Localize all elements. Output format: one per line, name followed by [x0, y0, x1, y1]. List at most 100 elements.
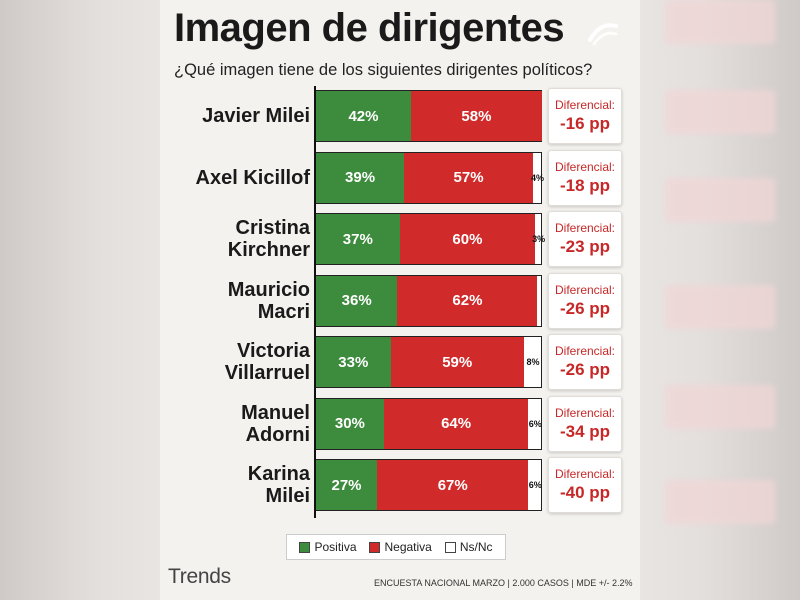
differential-label: Diferencial:: [554, 159, 616, 174]
bar-segment-pos: 37%: [316, 214, 400, 264]
chart-legend: Positiva Negativa Ns/Nc: [286, 534, 506, 560]
bar-value-label: 33%: [338, 353, 369, 371]
stacked-bar: 37% 60% 3%: [316, 213, 546, 265]
bar-segment-pos: 42%: [316, 91, 411, 141]
bar-value-label: 30%: [334, 415, 365, 432]
chart-subtitle: ¿Qué imagen tiene de los siguientes diri…: [174, 61, 593, 79]
bar-value-label: 27%: [331, 476, 362, 494]
backdrop-ghost-right-2: [665, 90, 775, 134]
bar-segment-ns: 6%: [528, 399, 542, 449]
differential-value: -16 pp: [559, 114, 611, 133]
legend-swatch-nsnc: [444, 541, 456, 553]
bar-segment-pos: 27%: [316, 460, 378, 510]
row-label: Karina Milei: [168, 463, 310, 507]
row-label-line: Milei: [265, 485, 310, 507]
backdrop-ghost-right-1: [665, 0, 775, 44]
bar-value-label: 3%: [532, 234, 546, 244]
bar-value-label: 8%: [526, 357, 540, 367]
differential-box: Diferencial: -26 pp: [548, 272, 622, 329]
bar-segment-neg: 59%: [390, 337, 524, 387]
legend-item-nsnc: Ns/Nc: [444, 540, 493, 554]
backdrop-ghost-left-1: [40, 88, 49, 127]
row-label: Cristina Kirchner: [168, 217, 310, 261]
row-label-line: Karina: [247, 463, 310, 485]
differential-box: Diferencial: -40 pp: [548, 457, 622, 513]
bar-segment-neg: 67%: [377, 460, 529, 510]
legend-label-positiva: Positiva: [314, 540, 357, 554]
row-label: Axel Kicillof: [168, 167, 310, 189]
row-label-line: Axel Kicillof: [195, 166, 310, 189]
row-label-line: Javier Milei: [202, 105, 310, 127]
backdrop-ghost-right-6: [665, 480, 775, 524]
bar-value-label: 67%: [437, 476, 468, 494]
row-label: Manuel Adorni: [168, 402, 310, 446]
differential-label: Diferencial:: [554, 98, 616, 112]
row-label-line: Victoria: [237, 340, 310, 362]
bar-segment-neg: 62%: [397, 275, 538, 326]
bar-value-label: 39%: [345, 169, 376, 186]
row-label-line: Kirchner: [227, 239, 310, 261]
bar-segment-neg: 60%: [399, 214, 536, 264]
legend-label-negativa: Negativa: [384, 540, 432, 554]
differential-box: Diferencial: -18 pp: [548, 149, 622, 206]
differential-value: -40 pp: [559, 483, 611, 502]
stacked-bar: 36% 62%: [316, 274, 542, 327]
legend-item-positiva: Positiva: [299, 540, 357, 554]
bar-segment-neg: 57%: [404, 152, 533, 203]
differential-value: -34 pp: [559, 421, 611, 441]
differential-value: -26 pp: [559, 298, 611, 318]
stacked-bar: 33% 59% 8%: [316, 336, 542, 388]
legend-swatch-negativa: [369, 541, 381, 553]
bar-value-label: 42%: [348, 107, 379, 125]
row-label-line: Cristina: [235, 217, 310, 239]
bar-value-label: 6%: [528, 418, 542, 429]
bar-value-label: 59%: [442, 353, 473, 371]
bar-segment-ns: 3%: [532, 214, 546, 264]
bar-value-label: 36%: [341, 292, 372, 309]
brand-swirl-icon: [588, 23, 618, 46]
legend-label-nsnc: Ns/Nc: [459, 540, 493, 554]
brand-logo-text: Trends: [168, 565, 231, 588]
bar-segment-pos: 30%: [316, 398, 384, 449]
legend-item-negativa: Negativa: [369, 540, 432, 554]
bar-segment-neg: 58%: [410, 91, 542, 141]
row-label: Mauricio Macri: [168, 279, 310, 323]
bar-value-label: 37%: [342, 230, 373, 248]
bar-value-label: 57%: [453, 169, 484, 186]
differential-box: Diferencial: -23 pp: [548, 211, 622, 267]
legend-swatch-positiva: [299, 541, 311, 553]
bar-value-label: 58%: [461, 107, 492, 125]
y-axis-line: [314, 86, 316, 518]
differential-label: Diferencial:: [554, 467, 616, 481]
bar-segment-pos: 33%: [316, 337, 391, 387]
row-label-line: Mauricio: [227, 278, 310, 301]
row-label-line: Manuel: [241, 401, 310, 424]
differential-value: -26 pp: [559, 360, 611, 379]
stacked-bar: 42% 58%: [316, 90, 542, 142]
bar-value-label: 6%: [528, 480, 542, 490]
stacked-bar: 30% 64% 6%: [316, 397, 542, 450]
backdrop-ghost-right-3: [665, 178, 775, 222]
differential-label: Diferencial:: [554, 405, 616, 420]
bar-segment-pos: 36%: [316, 275, 398, 326]
row-label-line: Adorni: [245, 423, 310, 446]
stacked-bar: 39% 57% 4%: [316, 151, 544, 204]
bar-value-label: 62%: [452, 292, 483, 309]
differential-box: Diferencial: -34 pp: [548, 395, 622, 452]
backdrop-ghost-right-5: [665, 385, 775, 429]
stacked-bar: 27% 67% 6%: [316, 459, 542, 511]
bar-segment-ns: 8%: [524, 337, 542, 387]
differential-box: Diferencial: -26 pp: [548, 334, 622, 390]
chart-title: Imagen de dirigentes: [174, 6, 565, 50]
row-label: Javier Milei: [168, 105, 310, 127]
differential-label: Diferencial:: [554, 221, 616, 235]
differential-value: -23 pp: [559, 237, 611, 256]
bar-segment-ns: [537, 276, 542, 326]
backdrop-ghost-right-4: [665, 285, 775, 329]
bar-value-label: 4%: [530, 172, 544, 183]
bar-value-label: 60%: [452, 230, 483, 248]
differential-label: Diferencial:: [554, 282, 616, 297]
bar-segment-ns: 6%: [528, 460, 542, 510]
bar-segment-ns: 4%: [530, 153, 544, 203]
row-label: Victoria Villarruel: [168, 340, 310, 384]
